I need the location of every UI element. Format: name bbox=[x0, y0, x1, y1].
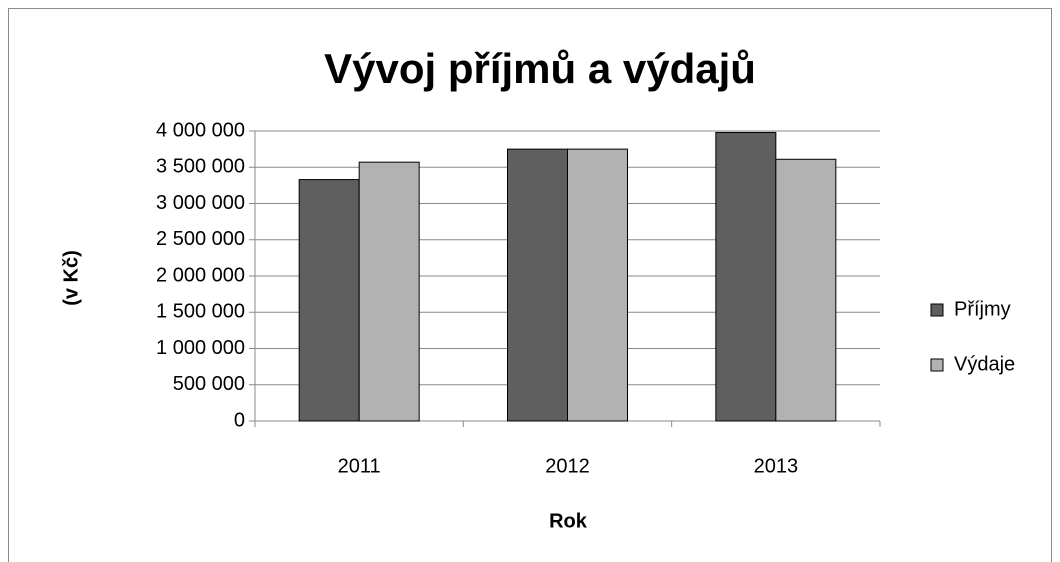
bar bbox=[567, 148, 628, 422]
bar bbox=[775, 158, 837, 422]
legend-label: Příjmy bbox=[954, 298, 1011, 320]
legend-label: Výdaje bbox=[954, 353, 1015, 375]
legend-swatch bbox=[930, 303, 944, 317]
x-tick-label: 2011 bbox=[338, 455, 381, 477]
bar bbox=[298, 179, 360, 422]
x-axis-label: Rok bbox=[549, 510, 588, 532]
y-tick-label: 0 bbox=[234, 409, 245, 431]
y-tick-label: 4 000 000 bbox=[156, 119, 245, 141]
y-axis-label: (v Kč) bbox=[60, 250, 82, 306]
y-tick-label: 500 000 bbox=[173, 373, 245, 395]
chart-title: Vývoj příjmů a výdajů bbox=[324, 45, 756, 92]
y-tick-label: 3 000 000 bbox=[156, 192, 245, 214]
y-tick-label: 1 500 000 bbox=[156, 301, 245, 323]
bar bbox=[358, 161, 420, 422]
y-tick-label: 2 000 000 bbox=[156, 264, 245, 286]
legend-swatch bbox=[930, 358, 944, 372]
y-tick-label: 2 500 000 bbox=[156, 228, 245, 250]
y-tick-label: 1 000 000 bbox=[156, 337, 245, 359]
bar bbox=[715, 131, 777, 422]
bar bbox=[507, 148, 568, 422]
y-tick-label: 3 500 000 bbox=[156, 156, 245, 178]
x-tick-label: 2013 bbox=[754, 455, 799, 477]
x-tick-label: 2012 bbox=[545, 455, 590, 477]
